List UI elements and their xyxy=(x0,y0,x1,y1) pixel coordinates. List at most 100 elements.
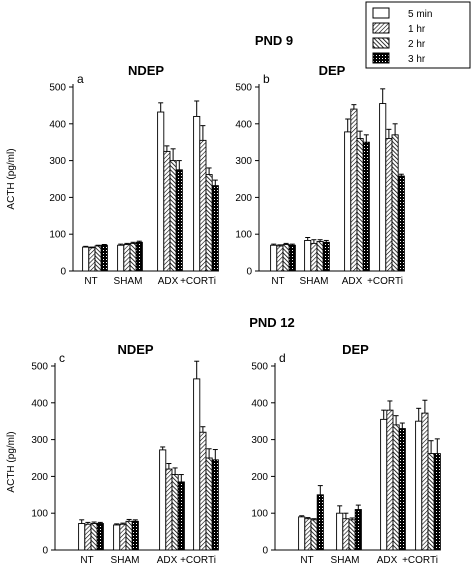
bar xyxy=(169,160,177,272)
bar xyxy=(171,474,179,551)
panel-title: DEP xyxy=(319,63,346,78)
bar xyxy=(350,108,358,272)
bar xyxy=(177,481,185,551)
legend: 5 min 1 hr 2 hr 3 hr xyxy=(365,1,471,69)
chart-panel-c: 0 100 200 300 400 500 c NDEP NT SHAM ADX +CORTi xyxy=(31,342,219,566)
bar xyxy=(165,468,173,551)
bar xyxy=(392,424,400,551)
bar xyxy=(391,134,399,272)
bar xyxy=(282,244,290,272)
bar xyxy=(421,412,429,551)
chart-panel-d: 0 100 200 300 400 500 d DEP NT SHAM ADX +CORTi xyxy=(251,342,441,566)
category-label: ADX xyxy=(158,276,179,287)
legend-swatch-1hr xyxy=(372,22,390,34)
category-label: ADX xyxy=(377,555,398,566)
bar xyxy=(270,244,278,272)
bar xyxy=(193,115,201,272)
bar xyxy=(163,150,171,272)
chart-panel-a: 0 100 200 300 400 500 a NDEP NT SHAM ADX +CORTi xyxy=(49,63,219,287)
y-tick-label: 200 xyxy=(49,193,66,204)
y-tick-label: 0 xyxy=(262,546,268,557)
bar xyxy=(397,175,405,272)
panel-title: DEP xyxy=(342,342,369,357)
category-label: +CORTi xyxy=(180,555,216,566)
bar xyxy=(342,518,350,551)
bar xyxy=(129,242,137,272)
panel-title: NDEP xyxy=(117,342,153,357)
y-tick-label: 0 xyxy=(42,546,48,557)
y-tick-label: 100 xyxy=(31,509,48,520)
bar xyxy=(298,516,306,551)
section-title-pnd9: PND 9 xyxy=(255,33,293,48)
panel-letter: d xyxy=(279,351,286,365)
bar xyxy=(135,241,143,272)
bar xyxy=(96,523,104,551)
bar xyxy=(316,241,324,272)
y-tick-label: 300 xyxy=(49,156,66,167)
bar xyxy=(123,244,131,272)
category-label: SHAM xyxy=(114,276,143,287)
category-label: ADX xyxy=(157,555,178,566)
bar xyxy=(90,523,98,551)
bar xyxy=(88,247,96,272)
bar xyxy=(362,141,370,272)
bar xyxy=(211,459,219,551)
bar xyxy=(322,241,330,272)
bar xyxy=(304,518,312,551)
legend-label-2hr: 2 hr xyxy=(408,39,426,50)
panel-letter: b xyxy=(263,72,270,86)
chart-panel-b: 0 100 200 300 400 500 b DEP NT SHAM ADX +CORTi xyxy=(235,63,405,287)
y-tick-label: 300 xyxy=(235,156,252,167)
category-label: +CORTi xyxy=(367,276,403,287)
y-tick-label: 300 xyxy=(251,435,268,446)
y-tick-label: 400 xyxy=(251,398,268,409)
y-tick-label: 300 xyxy=(31,435,48,446)
bar xyxy=(310,242,318,272)
bar xyxy=(348,519,356,551)
y-tick-label: 0 xyxy=(246,267,252,278)
y-tick-label: 100 xyxy=(49,230,66,241)
bar xyxy=(205,174,213,272)
section-title-pnd12: PND 12 xyxy=(249,315,295,330)
y-axis-label-bottom: ACTH (pg/ml) xyxy=(6,431,17,492)
legend-swatch-5min xyxy=(372,7,390,19)
y-tick-label: 500 xyxy=(235,83,252,94)
y-tick-label: 100 xyxy=(251,509,268,520)
bar xyxy=(276,245,284,272)
bar xyxy=(427,453,435,551)
bar xyxy=(157,111,165,272)
bar xyxy=(386,409,394,551)
category-label: SHAM xyxy=(111,555,140,566)
category-label: NT xyxy=(271,276,284,287)
y-tick-label: 0 xyxy=(60,267,66,278)
bar xyxy=(433,453,441,551)
y-axis-label-top: ACTH (pg/ml) xyxy=(6,148,17,209)
y-tick-label: 200 xyxy=(251,472,268,483)
bar xyxy=(336,512,344,551)
category-label: NT xyxy=(84,276,97,287)
category-label: SHAM xyxy=(331,555,360,566)
y-tick-label: 400 xyxy=(235,119,252,130)
bar xyxy=(356,138,364,272)
category-label: +CORTi xyxy=(402,555,438,566)
bar xyxy=(82,246,90,272)
y-tick-label: 100 xyxy=(235,230,252,241)
category-label: +CORTi xyxy=(180,276,216,287)
y-tick-label: 500 xyxy=(31,362,48,373)
category-label: SHAM xyxy=(300,276,329,287)
bar xyxy=(175,169,183,272)
bar xyxy=(78,523,86,551)
panel-letter: c xyxy=(59,351,65,365)
bar xyxy=(379,103,387,272)
bar xyxy=(159,449,167,551)
y-tick-label: 400 xyxy=(49,119,66,130)
legend-swatch-3hr xyxy=(372,52,390,64)
bar xyxy=(84,523,92,551)
bar xyxy=(193,378,201,551)
bar xyxy=(385,138,393,272)
y-tick-label: 500 xyxy=(251,362,268,373)
bar xyxy=(131,520,139,551)
y-tick-label: 200 xyxy=(31,472,48,483)
